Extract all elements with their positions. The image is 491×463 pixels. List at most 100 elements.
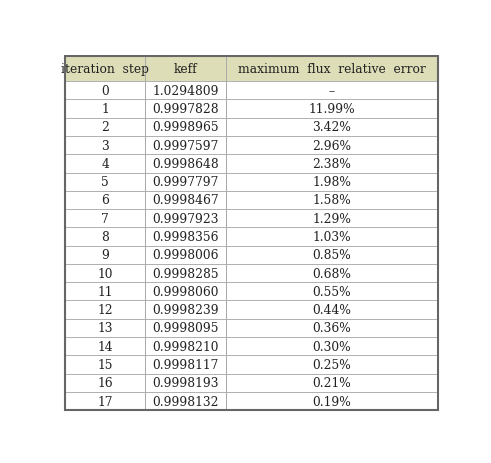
Bar <box>145 100 225 119</box>
Text: 0.9998117: 0.9998117 <box>152 358 218 371</box>
Text: 9: 9 <box>101 249 109 262</box>
Text: 10: 10 <box>98 267 113 280</box>
Bar <box>145 392 225 410</box>
Bar <box>145 338 225 356</box>
Text: 2: 2 <box>101 121 109 134</box>
Text: 11.99%: 11.99% <box>308 103 355 116</box>
Bar <box>145 155 225 173</box>
Text: 2.38%: 2.38% <box>312 157 351 170</box>
Bar <box>225 374 438 392</box>
Text: 0.9998060: 0.9998060 <box>152 285 218 298</box>
Text: 1.0294809: 1.0294809 <box>152 85 218 98</box>
Bar <box>145 319 225 338</box>
Text: 0.9998132: 0.9998132 <box>152 394 218 407</box>
Bar <box>65 319 145 338</box>
Bar <box>65 356 145 374</box>
Text: 5: 5 <box>102 176 109 189</box>
Text: 0.44%: 0.44% <box>312 303 351 316</box>
Bar <box>145 57 225 82</box>
Text: 0.9998193: 0.9998193 <box>152 376 218 389</box>
Bar <box>65 246 145 264</box>
Text: 0.9998648: 0.9998648 <box>152 157 219 170</box>
Bar <box>225 319 438 338</box>
Bar <box>65 210 145 228</box>
Text: 0.30%: 0.30% <box>312 340 351 353</box>
Bar <box>225 246 438 264</box>
Bar <box>145 356 225 374</box>
Bar <box>145 82 225 100</box>
Text: 6: 6 <box>101 194 109 207</box>
Bar <box>225 191 438 210</box>
Bar <box>65 82 145 100</box>
Bar <box>65 100 145 119</box>
Text: 0.19%: 0.19% <box>312 394 351 407</box>
Text: 0.36%: 0.36% <box>312 322 351 335</box>
Text: 0.9998965: 0.9998965 <box>152 121 219 134</box>
Text: 16: 16 <box>97 376 113 389</box>
Text: 0.9997797: 0.9997797 <box>152 176 218 189</box>
Bar <box>65 392 145 410</box>
Text: 0.85%: 0.85% <box>312 249 351 262</box>
Text: 4: 4 <box>101 157 109 170</box>
Bar <box>225 57 438 82</box>
Text: 0.9998095: 0.9998095 <box>152 322 218 335</box>
Text: 0.25%: 0.25% <box>312 358 351 371</box>
Bar <box>65 282 145 301</box>
Bar <box>145 301 225 319</box>
Bar <box>225 82 438 100</box>
Bar <box>225 356 438 374</box>
Bar <box>145 228 225 246</box>
Bar <box>225 264 438 282</box>
Bar <box>225 173 438 191</box>
Bar <box>225 338 438 356</box>
Bar <box>145 246 225 264</box>
Text: –: – <box>329 85 335 98</box>
Text: iteration  step: iteration step <box>61 63 149 76</box>
Bar <box>65 301 145 319</box>
Bar <box>225 155 438 173</box>
Text: keff: keff <box>174 63 197 76</box>
Text: 0.9997828: 0.9997828 <box>152 103 219 116</box>
Bar <box>65 264 145 282</box>
Bar <box>65 374 145 392</box>
Text: 0.21%: 0.21% <box>312 376 351 389</box>
Text: 3.42%: 3.42% <box>312 121 351 134</box>
Text: 14: 14 <box>97 340 113 353</box>
Text: 1: 1 <box>102 103 109 116</box>
Text: 13: 13 <box>98 322 113 335</box>
Bar <box>225 301 438 319</box>
Bar <box>145 173 225 191</box>
Text: 0.9997597: 0.9997597 <box>152 139 218 152</box>
Text: 17: 17 <box>98 394 113 407</box>
Bar <box>145 374 225 392</box>
Text: 12: 12 <box>97 303 113 316</box>
Bar <box>145 282 225 301</box>
Bar <box>65 57 145 82</box>
Text: 7: 7 <box>102 212 109 225</box>
Bar <box>145 137 225 155</box>
Bar <box>225 228 438 246</box>
Text: 0.9998285: 0.9998285 <box>152 267 219 280</box>
Text: 0.9998239: 0.9998239 <box>152 303 219 316</box>
Text: 0.68%: 0.68% <box>312 267 351 280</box>
Text: 15: 15 <box>98 358 113 371</box>
Text: 8: 8 <box>101 231 109 244</box>
Text: 0.9998210: 0.9998210 <box>152 340 218 353</box>
Bar <box>145 119 225 137</box>
Text: 1.98%: 1.98% <box>312 176 351 189</box>
Text: 0.9998467: 0.9998467 <box>152 194 219 207</box>
Bar <box>65 338 145 356</box>
Bar <box>65 119 145 137</box>
Bar <box>65 137 145 155</box>
Text: 2.96%: 2.96% <box>312 139 352 152</box>
Bar <box>225 282 438 301</box>
Bar <box>65 191 145 210</box>
Text: 1.29%: 1.29% <box>312 212 351 225</box>
Text: 1.03%: 1.03% <box>312 231 351 244</box>
Bar <box>225 119 438 137</box>
Text: 1.58%: 1.58% <box>312 194 351 207</box>
Text: 0.9998006: 0.9998006 <box>152 249 218 262</box>
Bar <box>65 173 145 191</box>
Bar <box>65 155 145 173</box>
Bar <box>225 100 438 119</box>
